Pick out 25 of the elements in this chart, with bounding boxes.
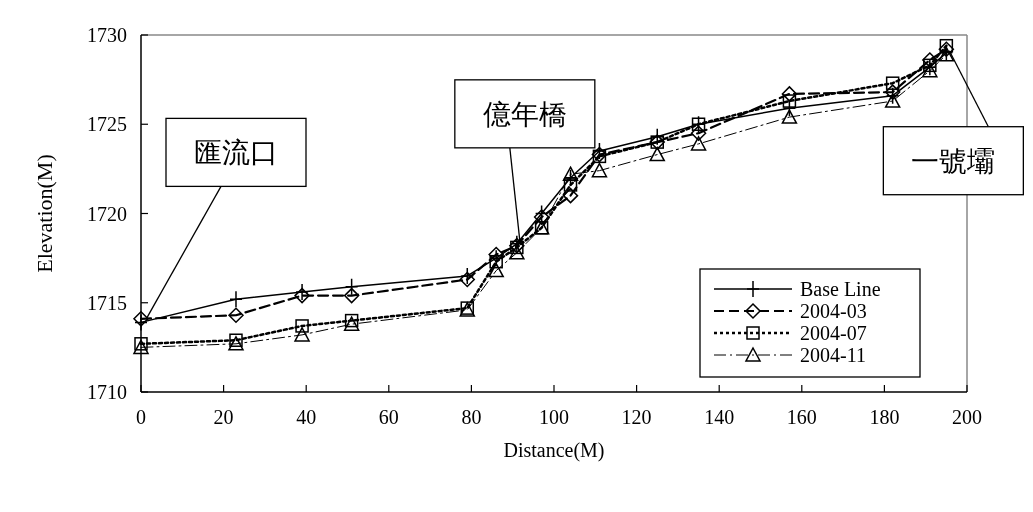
- x-axis-title: Distance(M): [503, 439, 605, 462]
- y-axis-title: Elevation(M): [32, 154, 57, 273]
- legend-label: 2004-03: [800, 300, 867, 322]
- x-tick-label: 100: [539, 406, 569, 428]
- x-tick-label: 0: [136, 406, 146, 428]
- legend-label: 2004-07: [800, 322, 867, 344]
- y-tick-label: 1715: [87, 291, 127, 314]
- y-tick-label: 1725: [87, 113, 127, 136]
- x-tick-label: 180: [869, 406, 900, 428]
- y-tick-label: 1730: [87, 24, 127, 46]
- legend-label: Base Line: [800, 278, 881, 300]
- x-tick-label: 200: [952, 406, 982, 428]
- x-tick-label: 40: [296, 406, 317, 428]
- annotation: 一號壩: [911, 145, 996, 177]
- x-tick-label: 140: [704, 406, 735, 428]
- x-tick-label: 80: [461, 406, 482, 428]
- legend-label: 2004-11: [800, 344, 866, 366]
- x-tick-label: 160: [786, 406, 817, 428]
- x-tick-label: 60: [378, 406, 399, 428]
- x-tick-label: 20: [213, 406, 234, 428]
- y-tick-label: 1720: [87, 202, 127, 225]
- y-tick-label: 1710: [87, 381, 127, 403]
- annotation: 億年橋: [482, 98, 567, 130]
- x-tick-label: 120: [621, 406, 652, 428]
- annotation: 匯流口: [194, 137, 278, 169]
